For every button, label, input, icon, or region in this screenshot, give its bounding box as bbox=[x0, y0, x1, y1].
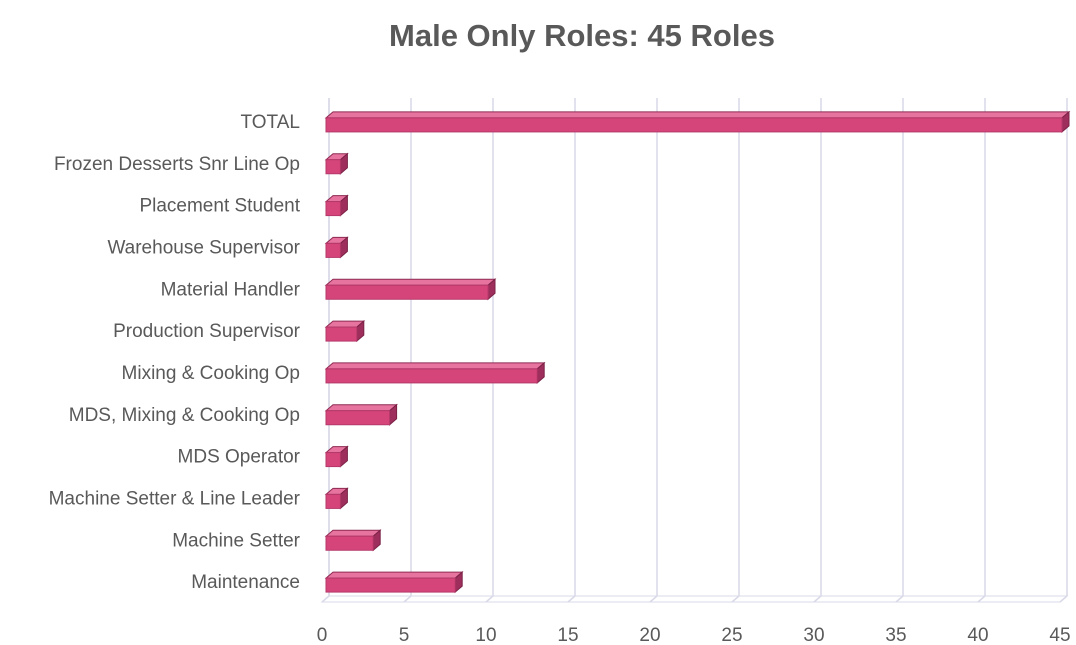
bar bbox=[325, 368, 538, 384]
y-tick-label: MDS, Mixing & Cooking Op bbox=[69, 405, 300, 426]
bar-top bbox=[324, 111, 1071, 119]
grid-floor bbox=[813, 595, 822, 603]
grid-floor bbox=[977, 595, 986, 603]
x-tick-label: 15 bbox=[557, 625, 578, 645]
x-tick-label: 45 bbox=[1049, 625, 1070, 645]
y-tick-label: Machine Setter bbox=[172, 530, 300, 551]
chart-title: Male Only Roles: 45 Roles bbox=[389, 18, 775, 53]
y-tick-label: MDS Operator bbox=[178, 447, 301, 468]
grid-floor bbox=[321, 595, 330, 603]
y-tick-label: TOTAL bbox=[241, 112, 300, 133]
grid-floor bbox=[649, 595, 658, 603]
bar bbox=[325, 326, 358, 342]
x-tick-label: 35 bbox=[885, 625, 906, 645]
x-tick-label: 40 bbox=[967, 625, 988, 645]
x-tick-label: 0 bbox=[317, 625, 328, 645]
bar bbox=[325, 284, 489, 300]
x-tick-label: 10 bbox=[475, 625, 496, 645]
floor bbox=[320, 595, 1069, 603]
bar bbox=[325, 452, 341, 468]
y-tick-label: Frozen Desserts Snr Line Op bbox=[54, 154, 300, 175]
bar bbox=[325, 159, 341, 175]
y-tick-label: Placement Student bbox=[139, 196, 300, 217]
y-tick-label: Production Supervisor bbox=[113, 321, 301, 342]
bar-top bbox=[324, 571, 464, 579]
bar-top bbox=[324, 404, 398, 412]
grid-floor bbox=[403, 595, 412, 603]
x-tick-label: 20 bbox=[639, 625, 660, 645]
y-tick-label: Material Handler bbox=[161, 279, 301, 300]
grid-floor bbox=[731, 595, 740, 603]
bar bbox=[325, 242, 341, 258]
bar bbox=[325, 493, 341, 509]
bar bbox=[325, 201, 341, 217]
x-tick-label: 30 bbox=[803, 625, 824, 645]
grid-floor bbox=[895, 595, 904, 603]
x-tick-label: 25 bbox=[721, 625, 742, 645]
bar-top bbox=[324, 362, 546, 370]
bar bbox=[325, 535, 374, 551]
grid-floor bbox=[1059, 595, 1068, 603]
bar-top bbox=[324, 278, 497, 286]
bar-top bbox=[324, 529, 382, 537]
x-tick-label: 5 bbox=[399, 625, 410, 645]
y-tick-label: Machine Setter & Line Leader bbox=[49, 488, 301, 509]
y-tick-label: Maintenance bbox=[191, 572, 300, 593]
grid-floor bbox=[485, 595, 494, 603]
y-tick-label: Mixing & Cooking Op bbox=[122, 363, 300, 384]
bar bbox=[325, 577, 456, 593]
y-tick-label: Warehouse Supervisor bbox=[107, 237, 300, 258]
grid-floor bbox=[567, 595, 576, 603]
bar bbox=[325, 117, 1063, 133]
bar bbox=[325, 410, 391, 426]
